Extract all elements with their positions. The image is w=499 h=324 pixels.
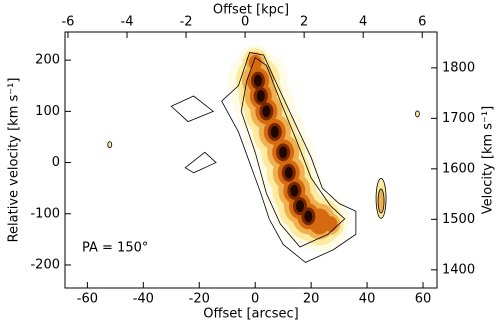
x2-tick-label: 2	[300, 15, 308, 30]
intensity-blob	[279, 146, 288, 159]
x-axis-label: Offset [arcsec]	[203, 307, 298, 322]
x2-tick-label: 6	[418, 15, 426, 30]
intensity-blob	[284, 166, 293, 179]
intensity-blob	[415, 110, 420, 118]
y-tick-label: 0	[52, 155, 60, 170]
x-tick-label: 20	[303, 292, 320, 307]
intensity-blob	[253, 74, 262, 87]
x2-tick-label: 4	[359, 15, 367, 30]
intensity-blob	[270, 125, 279, 138]
intensity-blob	[262, 105, 271, 118]
intensity-blob	[324, 216, 338, 232]
x-tick-label: 40	[359, 292, 376, 307]
contour	[221, 52, 357, 263]
intensity-blob	[256, 90, 265, 102]
pv-image	[107, 44, 420, 263]
x2-tick-label: -4	[121, 15, 134, 30]
x-tick-label: -60	[77, 292, 98, 307]
x2-tick-label: -6	[61, 15, 74, 30]
x-tick-label: -20	[189, 292, 210, 307]
x2-tick-label: -2	[180, 15, 193, 30]
x2-tick-label: 0	[241, 15, 249, 30]
x-tick-label: 60	[415, 292, 432, 307]
intensity-blob	[304, 210, 313, 223]
x-tick-label: -40	[133, 292, 154, 307]
intensity-blob	[377, 188, 385, 214]
contour	[184, 151, 217, 174]
y2-tick-label: 1500	[442, 212, 475, 227]
y2-tick-label: 1600	[442, 161, 475, 176]
y-tick-label: -100	[30, 206, 60, 221]
x-tick-label: 0	[251, 292, 259, 307]
y-tick-label: -200	[30, 257, 60, 272]
annotation: PA = 150°	[82, 241, 148, 256]
plot-frame	[64, 31, 438, 289]
y2-axis-label: Velocity [km s⁻¹]	[481, 106, 496, 214]
y2-tick-label: 1800	[442, 60, 475, 75]
contour	[170, 95, 215, 123]
y2-tick-label: 1700	[442, 111, 475, 126]
y-axis-label: Relative velocity [km s⁻¹]	[7, 78, 22, 243]
intensity-blob	[290, 184, 299, 197]
x2-axis-label: Offset [kpc]	[213, 3, 289, 18]
y-tick-label: 100	[35, 104, 60, 119]
intensity-blob	[107, 141, 113, 149]
intensity-blob	[295, 200, 304, 213]
y-tick-label: 200	[35, 53, 60, 68]
y2-tick-label: 1400	[442, 262, 475, 277]
contour	[240, 56, 346, 248]
